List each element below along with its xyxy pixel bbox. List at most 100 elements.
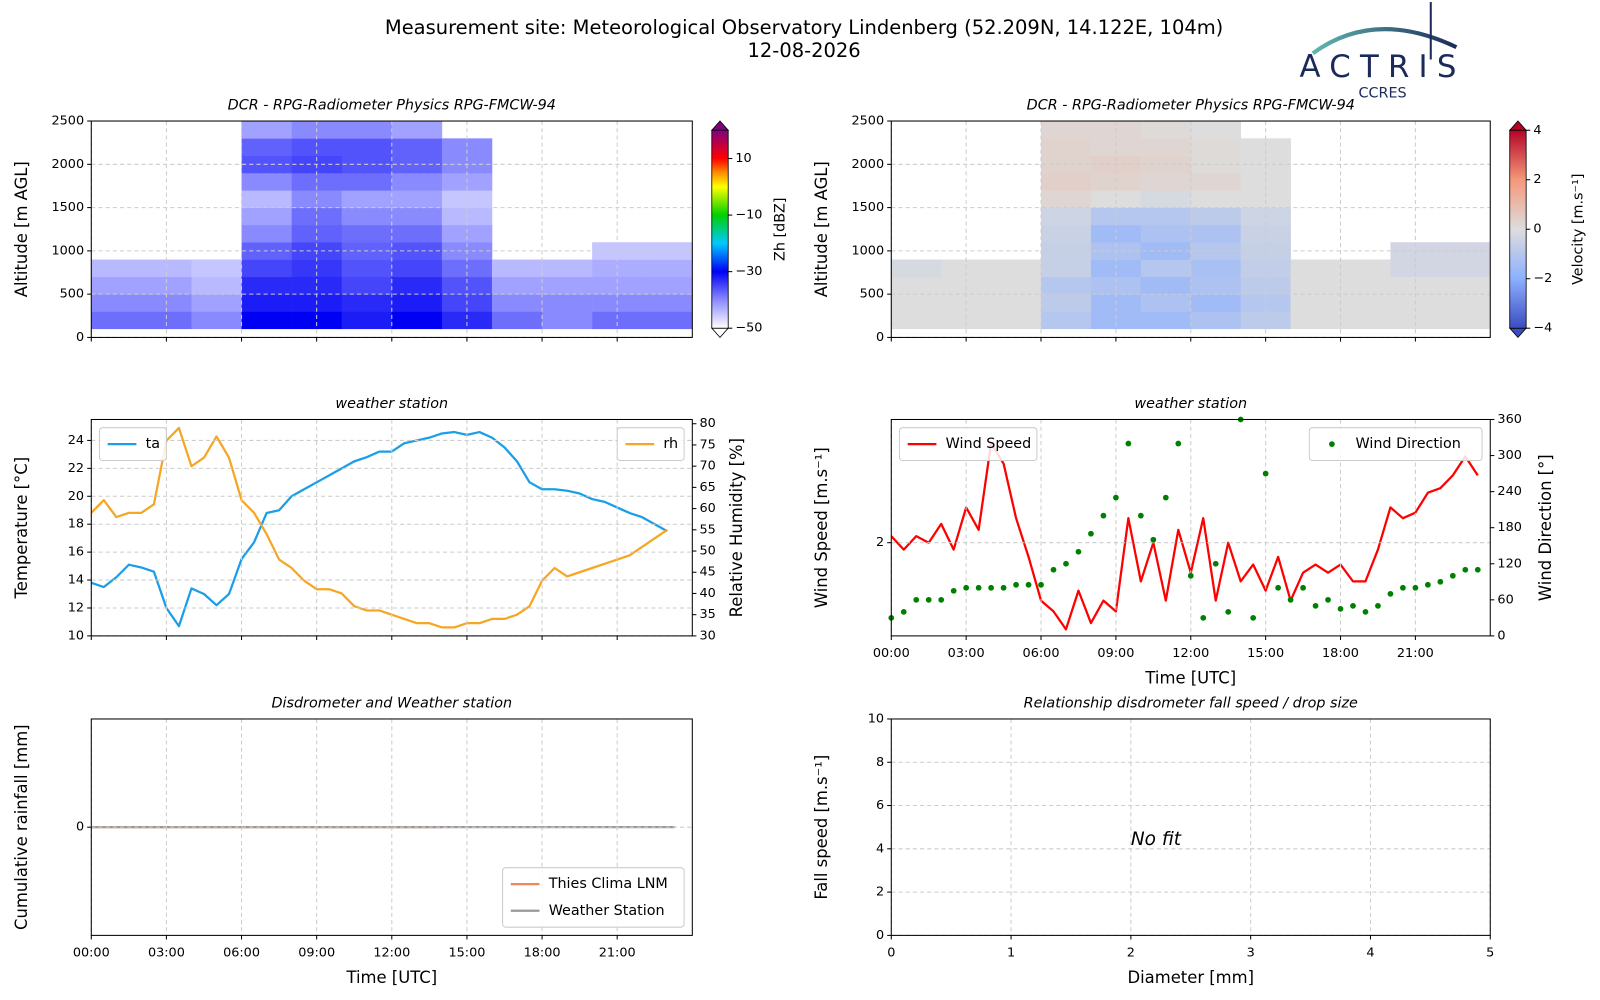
legend-label: Wind Direction <box>1355 436 1460 452</box>
cell <box>1190 172 1241 191</box>
cell <box>1190 121 1241 139</box>
cell <box>1090 311 1142 330</box>
y-tick-label: 2500 <box>851 114 884 129</box>
cell <box>1290 294 1341 312</box>
marker <box>1000 584 1007 591</box>
colorbar-tick-label: −50 <box>735 321 762 336</box>
cell <box>1140 190 1192 208</box>
y-tick-label: 1000 <box>51 243 84 258</box>
cell <box>1240 276 1291 295</box>
marker <box>1287 596 1294 603</box>
x-axis-label: Time [UTC] <box>345 968 437 987</box>
y-tick-label: 1000 <box>851 243 884 258</box>
cell <box>391 138 443 156</box>
cell <box>391 259 443 278</box>
x-tick-label: 0 <box>887 945 895 960</box>
cell <box>941 311 992 330</box>
colorbar-tick-label: 0 <box>1533 222 1541 237</box>
y-tick-label: 0 <box>76 820 84 835</box>
x-tick-label: 12:00 <box>1172 646 1209 661</box>
cell <box>1240 190 1291 208</box>
cell <box>1140 207 1192 226</box>
cell <box>391 172 443 191</box>
x-tick-label: 12:00 <box>373 945 410 960</box>
y2-tick-label: 360 <box>1497 412 1521 427</box>
x-axis-label: Time [UTC] <box>1144 668 1236 687</box>
cell <box>642 276 693 295</box>
cell <box>241 224 292 243</box>
x-tick-label: 00:00 <box>73 945 110 960</box>
x-tick-label: 1 <box>1007 945 1015 960</box>
x-tick-label: 06:00 <box>223 945 260 960</box>
panel-title: Relationship disdrometer fall speed / dr… <box>1024 696 1358 712</box>
cell <box>1290 259 1341 278</box>
cell <box>1041 259 1092 278</box>
x-tick-label: 2 <box>1127 945 1135 960</box>
cell <box>141 276 192 295</box>
marker <box>950 587 957 594</box>
x-tick-label: 09:00 <box>298 945 335 960</box>
cell <box>241 276 292 295</box>
y-tick-label: 12 <box>68 600 84 615</box>
marker <box>1137 512 1144 519</box>
cell <box>642 311 693 330</box>
cell <box>441 224 493 243</box>
y2-tick-label: 0 <box>1497 628 1505 643</box>
y-tick-label: 0 <box>876 928 884 943</box>
colorbar-extend <box>1508 327 1528 339</box>
colorbar-tick-label: −4 <box>1533 321 1552 336</box>
cell <box>1190 311 1241 330</box>
y2-tick-label: 30 <box>699 628 715 643</box>
cell <box>391 224 443 243</box>
colorbar-tick-label: 2 <box>1533 172 1541 187</box>
y-tick-label: 0 <box>76 330 84 345</box>
cell <box>1340 276 1391 295</box>
y-tick-label: 2000 <box>851 157 884 172</box>
cell <box>1140 311 1192 330</box>
y2-tick-label: 60 <box>699 501 715 516</box>
x-tick-label: 00:00 <box>873 646 910 661</box>
cell <box>592 276 643 295</box>
cell <box>1140 172 1192 191</box>
cell <box>1041 121 1092 139</box>
marker <box>1262 470 1269 477</box>
axes-frame <box>890 718 1491 936</box>
y-tick-label: 1500 <box>51 200 84 215</box>
cell <box>241 207 292 226</box>
cell <box>1390 276 1441 295</box>
y-axis-label: Fall speed [m.s⁻¹] <box>812 755 831 900</box>
y-tick-label: 8 <box>876 755 884 770</box>
plot-area <box>91 426 668 629</box>
cell <box>491 294 543 312</box>
cell <box>891 276 942 295</box>
marker <box>1013 581 1019 588</box>
cell <box>391 294 443 312</box>
y-tick-label: 500 <box>860 287 884 302</box>
marker <box>938 596 945 603</box>
panel-title: weather station <box>335 396 448 412</box>
x-tick-label: 15:00 <box>1247 646 1284 661</box>
cell <box>1140 259 1192 278</box>
cell <box>991 294 1042 312</box>
marker <box>925 596 932 603</box>
cell <box>941 276 992 295</box>
y-tick-label: 14 <box>68 573 84 588</box>
cell <box>1240 224 1291 243</box>
cell <box>991 311 1042 330</box>
y-tick-label: 2000 <box>51 157 84 172</box>
marker <box>1424 581 1431 588</box>
cell <box>491 311 543 330</box>
marker <box>1412 584 1419 591</box>
y-tick-label: 0 <box>876 330 884 345</box>
cell <box>1440 294 1491 312</box>
marker <box>1100 512 1107 519</box>
figure-date: 12-08-2026 <box>748 39 861 62</box>
legend-marker <box>1329 441 1335 447</box>
cell <box>91 294 142 312</box>
cell <box>391 276 443 295</box>
cell <box>241 294 292 312</box>
x-tick-label: 5 <box>1486 945 1494 960</box>
marker <box>1362 608 1369 615</box>
colorbar <box>1509 129 1527 329</box>
cell <box>1190 276 1241 295</box>
